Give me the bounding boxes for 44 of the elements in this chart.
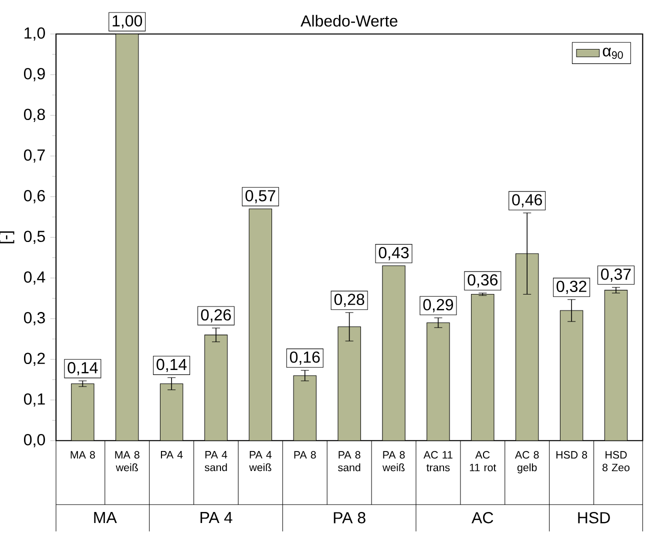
x-tick-label: HSD 8 Zeo <box>602 451 630 472</box>
data-label: 0,26 <box>201 309 231 322</box>
text: PA 4 <box>200 512 232 524</box>
text: AC <box>472 512 494 524</box>
x-tick-label: PA 8 sand <box>338 451 360 472</box>
data-label: 0,37 <box>601 268 631 282</box>
data-label: 1,00 <box>112 15 142 28</box>
data-label: 0,46 <box>512 194 542 208</box>
y-tick-label: 1,0 <box>24 27 45 41</box>
y-tick-label: 0,6 <box>24 190 45 204</box>
x-tick-label: PA 8 weiß <box>382 451 405 472</box>
data-label: 0,14 <box>68 362 98 376</box>
y-tick-label: 0,8 <box>24 108 45 122</box>
x-tick-label: AC 11 trans <box>424 451 452 472</box>
x-tick-label: AC 8 gelb <box>514 451 539 474</box>
x-tick-label: PA 8 <box>294 451 316 459</box>
y-tick-label: 0,0 <box>24 434 45 448</box>
data-label: 0,43 <box>378 246 409 260</box>
data-label: 0,29 <box>423 299 454 312</box>
text: PA 8 <box>334 512 366 524</box>
y-tick-label: 0,1 <box>24 393 45 407</box>
data-label: 0,14 <box>156 358 187 372</box>
data-label: 0,57 <box>246 190 276 204</box>
legend-label: α$_{90}$ <box>602 48 623 59</box>
x-tick-label: HSD 8 <box>556 451 588 459</box>
y-tick-label: 0,5 <box>24 230 45 244</box>
chart-title: Albedo-Werte <box>300 14 398 27</box>
text: MA <box>94 512 117 524</box>
y-tick-label: 0,2 <box>24 352 45 366</box>
text: HSD <box>578 512 610 524</box>
data-label: 0,16 <box>290 351 320 365</box>
y-tick-label: 0,7 <box>24 149 45 163</box>
y-tick-label: 0,4 <box>24 271 46 285</box>
x-tick-label: PA 4 weiß <box>249 451 272 472</box>
x-tick-label: MA 8 weiß <box>115 451 140 472</box>
x-tick-label: PA 4 <box>160 451 183 458</box>
x-tick-label: MA 8 <box>70 451 95 459</box>
y-tick-label: 0,3 <box>24 312 45 326</box>
x-tick-label: AC 11 rot <box>470 451 496 472</box>
data-label: 0,32 <box>556 280 586 294</box>
x-tick-label: PA 4 sand <box>204 451 228 472</box>
data-label: 0,28 <box>334 294 364 307</box>
y-tick-label: 0,9 <box>24 68 45 82</box>
data-label: 0,36 <box>468 274 498 288</box>
